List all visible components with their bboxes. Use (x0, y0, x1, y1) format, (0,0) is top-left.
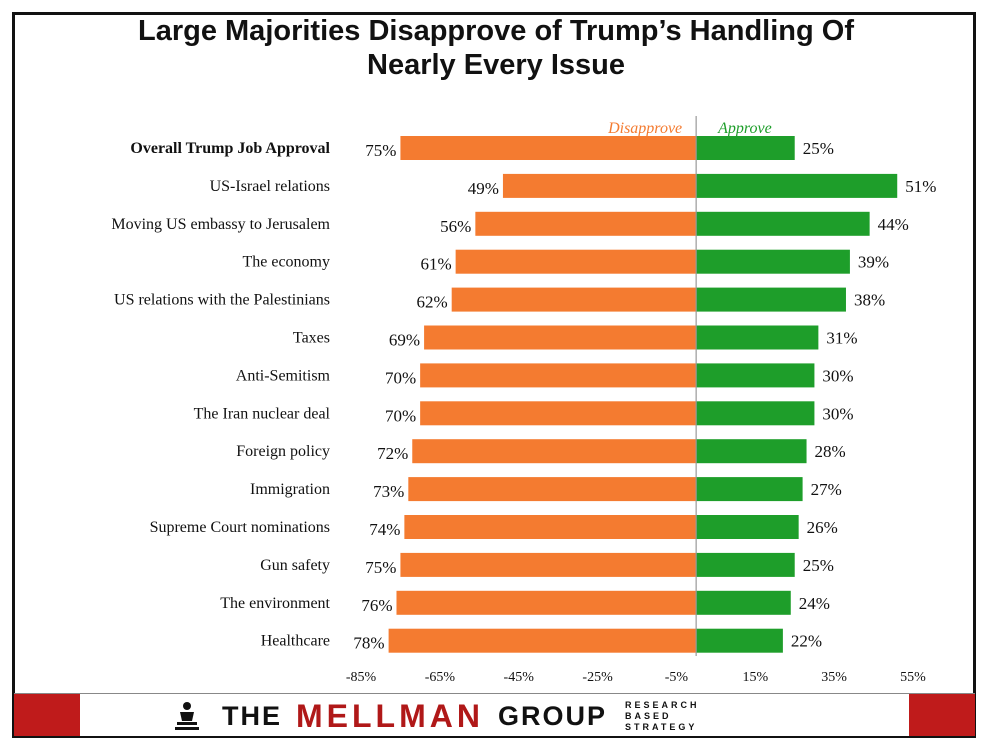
footer-banner: THE MELLMAN GROUP RESEARCH BASED STRATEG… (14, 693, 975, 736)
x-tick-label: -65% (425, 670, 456, 685)
bar-disapprove (420, 401, 697, 426)
brand-word-mellman: MELLMAN (296, 697, 484, 734)
speaker-figure-icon (175, 702, 199, 730)
legend-disapprove: Disapprove (607, 120, 682, 137)
bar-approve (696, 211, 870, 236)
data-label-approve: 38% (854, 291, 885, 310)
category-label: Healthcare (261, 633, 330, 650)
data-label-disapprove: 75% (365, 558, 396, 577)
bar-disapprove (455, 249, 697, 274)
mellman-logo: THE MELLMAN GROUP RESEARCH BASED STRATEG… (174, 698, 700, 734)
data-label-approve: 25% (803, 139, 834, 158)
data-label-disapprove: 69% (389, 331, 420, 350)
category-label: Taxes (293, 330, 330, 347)
bar-approve (696, 477, 803, 502)
category-label: Overall Trump Job Approval (130, 140, 330, 157)
title-line-1: Large Majorities Disapprove of Trump’s H… (138, 15, 854, 47)
data-label-disapprove: 74% (369, 520, 400, 539)
category-label: The Iran nuclear deal (194, 405, 331, 422)
bar-disapprove (424, 325, 697, 350)
x-tick-label: 35% (821, 670, 847, 685)
data-label-approve: 31% (826, 329, 857, 348)
data-label-disapprove: 78% (353, 634, 384, 653)
bar-disapprove (388, 628, 697, 653)
bar-approve (696, 287, 846, 312)
brand-word-the: THE (222, 700, 282, 731)
bar-disapprove (412, 439, 697, 464)
bar-approve (696, 136, 795, 160)
legend-approve: Approve (717, 120, 772, 137)
bar-approve (696, 249, 850, 274)
data-label-disapprove: 72% (377, 444, 408, 463)
data-label-approve: 26% (807, 518, 838, 537)
data-label-approve: 30% (822, 366, 853, 385)
x-tick-label: 55% (900, 670, 926, 685)
data-label-approve: 44% (878, 215, 909, 234)
data-label-approve: 51% (905, 177, 936, 196)
bar-disapprove (420, 363, 697, 388)
category-label: Anti-Semitism (236, 367, 331, 384)
bar-disapprove (400, 552, 697, 577)
bar-approve (696, 515, 799, 539)
data-label-disapprove: 75% (365, 141, 396, 160)
bar-approve (696, 552, 795, 577)
data-label-approve: 22% (791, 632, 822, 651)
data-label-approve: 30% (822, 404, 853, 423)
bar-disapprove (396, 590, 697, 615)
bar-approve (696, 628, 783, 653)
tagline-based: BASED (624, 710, 672, 721)
category-label: Gun safety (260, 557, 330, 574)
x-tick-label: -85% (346, 670, 377, 685)
x-tick-label: 15% (742, 670, 768, 685)
bar-disapprove (408, 477, 697, 502)
chart-title: Large Majorities Disapprove of Trump’s H… (0, 14, 992, 82)
bar-approve (696, 173, 898, 198)
brand-tagline: RESEARCH BASED STRATEGY (625, 700, 700, 733)
data-label-approve: 25% (803, 556, 834, 575)
footer-red-block-left (14, 694, 80, 736)
category-label: US-Israel relations (210, 178, 330, 195)
data-label-disapprove: 70% (385, 406, 416, 425)
data-label-disapprove: 49% (468, 179, 499, 198)
brand-word-group: GROUP (497, 700, 607, 731)
title-line-2: Nearly Every Issue (367, 49, 625, 81)
bar-disapprove (502, 173, 697, 198)
category-label: The environment (220, 595, 330, 612)
bar-approve (696, 325, 819, 350)
x-tick-label: -25% (582, 670, 613, 685)
bar-disapprove (400, 136, 697, 160)
tagline-strategy: STRATEGY (624, 721, 698, 732)
category-label: Moving US embassy to Jerusalem (111, 216, 330, 233)
tagline-research: RESEARCH (624, 699, 700, 710)
bar-approve (696, 363, 815, 388)
data-label-approve: 28% (815, 442, 846, 461)
bar-approve (696, 590, 791, 615)
x-tick-label: -45% (504, 670, 535, 685)
data-label-disapprove: 56% (440, 217, 471, 236)
x-tick-label: -5% (665, 670, 689, 685)
data-label-approve: 27% (811, 480, 842, 499)
category-label: Immigration (250, 481, 330, 498)
data-label-disapprove: 62% (417, 293, 448, 312)
data-label-disapprove: 73% (373, 482, 404, 501)
category-label: Foreign policy (236, 443, 330, 460)
bar-disapprove (451, 287, 697, 312)
data-label-approve: 24% (799, 594, 830, 613)
bar-approve (696, 439, 807, 464)
category-label: US relations with the Palestinians (114, 292, 330, 309)
bar-approve (696, 401, 815, 426)
category-label: Supreme Court nominations (150, 519, 330, 536)
data-label-approve: 39% (858, 253, 889, 272)
data-label-disapprove: 70% (385, 368, 416, 387)
bar-disapprove (404, 515, 697, 539)
footer-red-block-right (909, 694, 975, 736)
data-label-disapprove: 76% (361, 596, 392, 615)
data-label-disapprove: 61% (420, 255, 451, 274)
bar-disapprove (475, 211, 697, 236)
category-label: The economy (242, 254, 330, 271)
